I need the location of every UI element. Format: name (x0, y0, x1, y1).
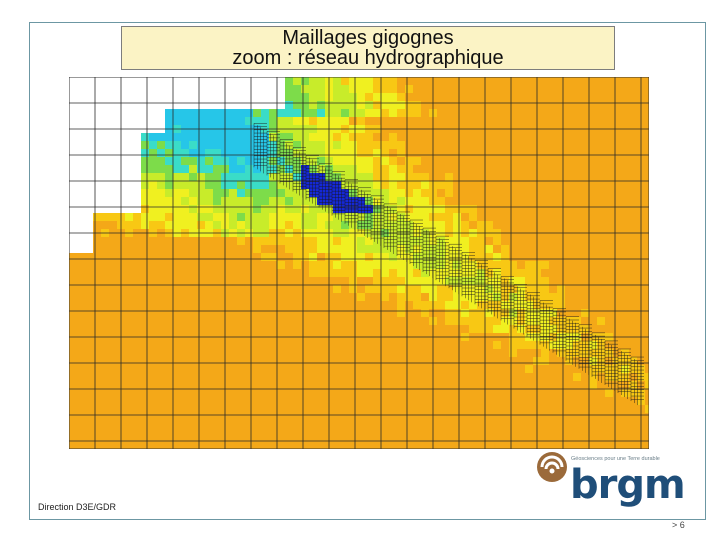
slide-title: Maillages gigognes (282, 27, 454, 49)
page-number: > 6 (672, 520, 685, 530)
slide-subtitle: zoom : réseau hydrographique (232, 47, 504, 69)
nested-mesh-map (69, 77, 649, 449)
logo-tagline: Géosciences pour une Terre durable (571, 456, 660, 462)
footer-department: Direction D3E/GDR (38, 502, 117, 512)
slide-frame (29, 22, 706, 520)
logo-wordmark: brgm (570, 462, 686, 508)
title-box: Maillages gigognes zoom : réseau hydrogr… (121, 26, 615, 70)
brgm-spiral-icon (537, 452, 567, 482)
brgm-logo (532, 447, 682, 507)
